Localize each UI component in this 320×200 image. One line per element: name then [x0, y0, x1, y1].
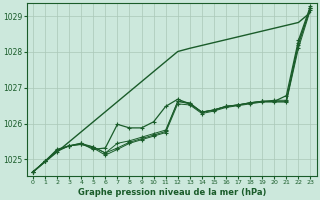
X-axis label: Graphe pression niveau de la mer (hPa): Graphe pression niveau de la mer (hPa) — [77, 188, 266, 197]
